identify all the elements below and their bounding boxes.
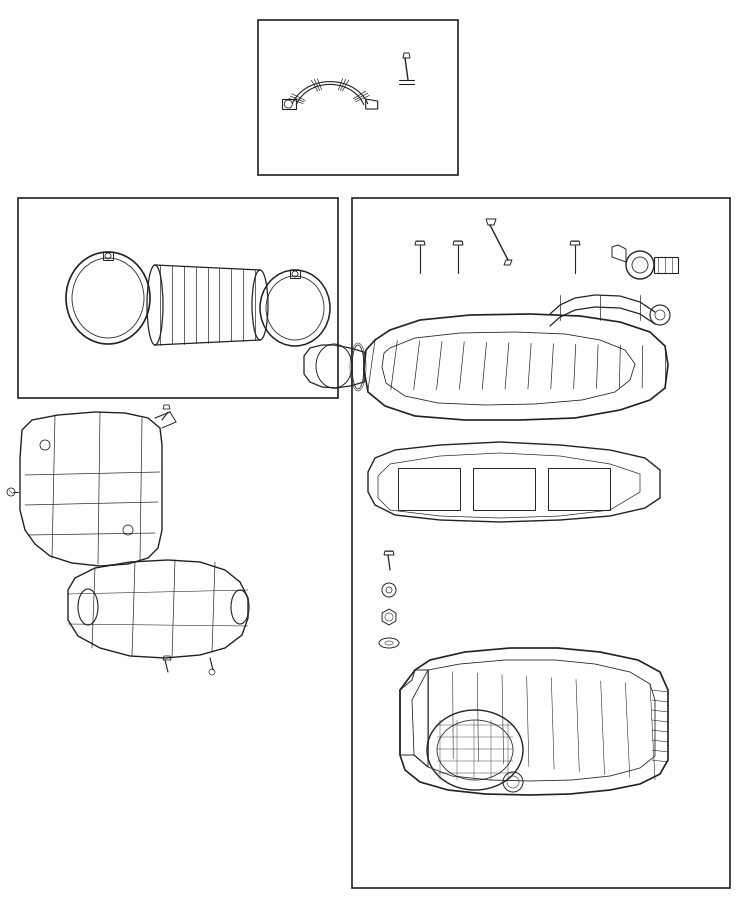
Bar: [258, 20, 458, 175]
Bar: [548, 468, 610, 510]
Bar: [398, 468, 460, 510]
Bar: [352, 198, 730, 888]
Bar: [18, 198, 338, 398]
Bar: [473, 468, 535, 510]
